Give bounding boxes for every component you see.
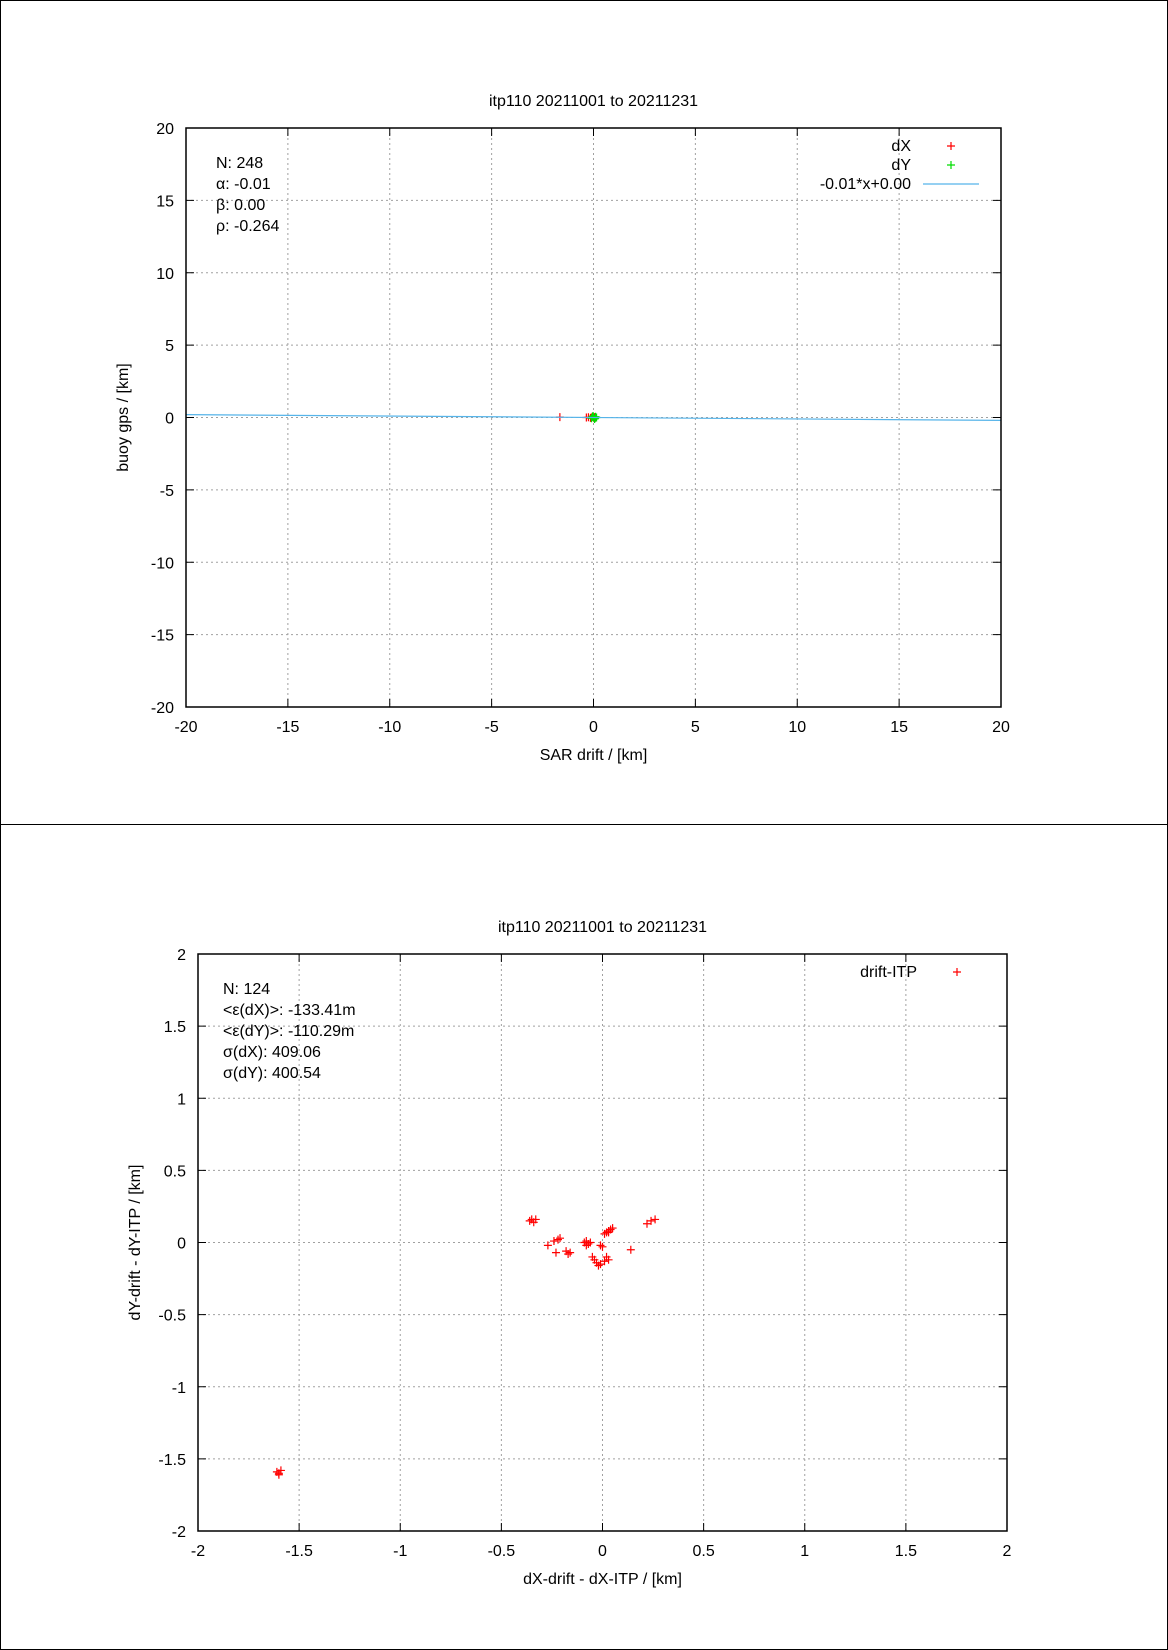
data-point xyxy=(598,1242,607,1251)
data-point xyxy=(274,1470,283,1479)
data-point xyxy=(647,1216,656,1225)
plot-area xyxy=(272,1215,660,1479)
y-tick-label: -10 xyxy=(151,555,174,572)
x-tick-label: -0.5 xyxy=(488,1543,516,1560)
stats-line: N: 124 xyxy=(223,981,270,998)
data-point xyxy=(642,1219,651,1228)
data-point xyxy=(600,1257,609,1266)
data-point xyxy=(556,1234,565,1243)
stats-line: σ(dY): 400.54 xyxy=(223,1065,321,1082)
plot-area xyxy=(186,412,1001,423)
y-tick-label: -1 xyxy=(172,1380,186,1397)
chart-title: itp110 20211001 to 20211231 xyxy=(498,919,707,936)
y-tick-label: -0.5 xyxy=(158,1308,186,1325)
legend: dX dY -0.01*x+0.00 xyxy=(820,138,979,193)
x-tick-label: -1.5 xyxy=(285,1543,313,1560)
y-tick-label: 15 xyxy=(156,193,174,210)
x-tick-label: -1 xyxy=(393,1543,407,1560)
data-point xyxy=(584,1239,593,1248)
x-tick-label: 1.5 xyxy=(895,1543,917,1560)
stats-line: α: -0.01 xyxy=(216,176,271,193)
y-tick-label: -1.5 xyxy=(158,1452,186,1469)
fit-line xyxy=(186,414,1001,421)
y-tick-label: 2 xyxy=(177,947,186,964)
x-tick-label: -15 xyxy=(276,719,299,736)
chart-top: itp110 20211001 to 20211231 -20 -15 -10 -5 0 5… xyxy=(115,93,1010,764)
grid xyxy=(198,954,1007,1531)
x-tick-label: 10 xyxy=(788,719,806,736)
y-axis-label: buoy gps / [km] xyxy=(115,363,132,472)
x-tick-label: 15 xyxy=(890,719,908,736)
data-point xyxy=(531,1215,540,1224)
x-tick-label: 5 xyxy=(691,719,700,736)
legend-label: drift-ITP xyxy=(860,964,917,981)
y-axis-label: dY-drift - dY-ITP / [km] xyxy=(127,1165,144,1321)
data-point xyxy=(604,1255,613,1264)
stats-line: <ε(dY)>: -110.29m xyxy=(223,1023,354,1040)
stats-line: N: 248 xyxy=(216,155,263,172)
data-point xyxy=(651,1215,660,1224)
legend: drift-ITP xyxy=(860,964,961,981)
data-point xyxy=(582,1241,591,1250)
data-point xyxy=(551,1248,560,1257)
y-tick-label: 10 xyxy=(156,266,174,283)
legend-label: dY xyxy=(891,157,911,174)
grid xyxy=(186,128,1001,707)
stats-line: ρ: -0.264 xyxy=(216,218,279,235)
data-point xyxy=(591,414,600,423)
data-point xyxy=(586,1238,595,1247)
x-tick-label: 0 xyxy=(589,719,598,736)
data-point xyxy=(549,1237,558,1246)
chart-title: itp110 20211001 to 20211231 xyxy=(489,93,698,110)
y-tick-label: 0.5 xyxy=(164,1163,186,1180)
x-tick-label: 20 xyxy=(992,719,1010,736)
data-point xyxy=(608,1224,617,1233)
x-tick-label: 2 xyxy=(1003,1543,1012,1560)
plot-frame xyxy=(185,127,1002,708)
x-tick-label: 1 xyxy=(800,1543,809,1560)
data-point xyxy=(566,1248,575,1257)
y-tick-label: -5 xyxy=(160,483,174,500)
stats-line: <ε(dX)>: -133.41m xyxy=(223,1002,356,1019)
stats-line: β: 0.00 xyxy=(216,197,265,214)
x-tick-label: 0 xyxy=(598,1543,607,1560)
data-point xyxy=(525,1216,534,1225)
x-tick-label: -2 xyxy=(191,1543,205,1560)
data-point xyxy=(594,1261,603,1270)
x-axis-label: SAR drift / [km] xyxy=(540,747,648,764)
data-point xyxy=(600,1229,609,1238)
chart-panel-top: itp110 20211001 to 20211231 -20 -15 -10 -5 0 5… xyxy=(0,0,1168,825)
legend-marker-swatch xyxy=(947,142,955,150)
legend-marker-swatch xyxy=(953,968,961,976)
plot-frame xyxy=(197,953,1008,1532)
legend-label: -0.01*x+0.00 xyxy=(820,176,911,193)
y-tick-label: 1 xyxy=(177,1091,186,1108)
stats-line: σ(dX): 409.06 xyxy=(223,1044,321,1061)
y-tick-label: -2 xyxy=(172,1524,186,1541)
x-tick-label: -5 xyxy=(485,719,499,736)
x-tick-label: -10 xyxy=(378,719,401,736)
x-tick-label: 0.5 xyxy=(693,1543,715,1560)
y-tick-label: -20 xyxy=(151,700,174,717)
data-point xyxy=(596,1241,605,1250)
y-tick-label: 0 xyxy=(165,411,174,428)
y-tick-label: 5 xyxy=(165,338,174,355)
y-tick-label: -15 xyxy=(151,628,174,645)
data-point xyxy=(604,1228,613,1237)
y-tick-label: 20 xyxy=(156,121,174,138)
x-axis-label: dX-drift - dX-ITP / [km] xyxy=(523,1571,682,1588)
data-point xyxy=(626,1245,635,1254)
chart-bottom: itp110 20211001 to 20211231 -2 -1.5 -1 -0.5 0… xyxy=(127,919,1012,1588)
legend-marker-swatch xyxy=(947,161,955,169)
y-tick-label: 1.5 xyxy=(164,1019,186,1036)
data-point xyxy=(554,1235,563,1244)
y-tick-label: 0 xyxy=(177,1236,186,1253)
data-point xyxy=(564,1250,573,1259)
data-point xyxy=(276,1466,285,1475)
legend-label: dX xyxy=(891,138,911,155)
chart-panel-bottom: itp110 20211001 to 20211231 -2 -1.5 -1 -0.5 0… xyxy=(0,824,1168,1650)
data-point xyxy=(596,1260,605,1269)
data-point xyxy=(543,1241,552,1250)
x-tick-label: -20 xyxy=(174,719,197,736)
